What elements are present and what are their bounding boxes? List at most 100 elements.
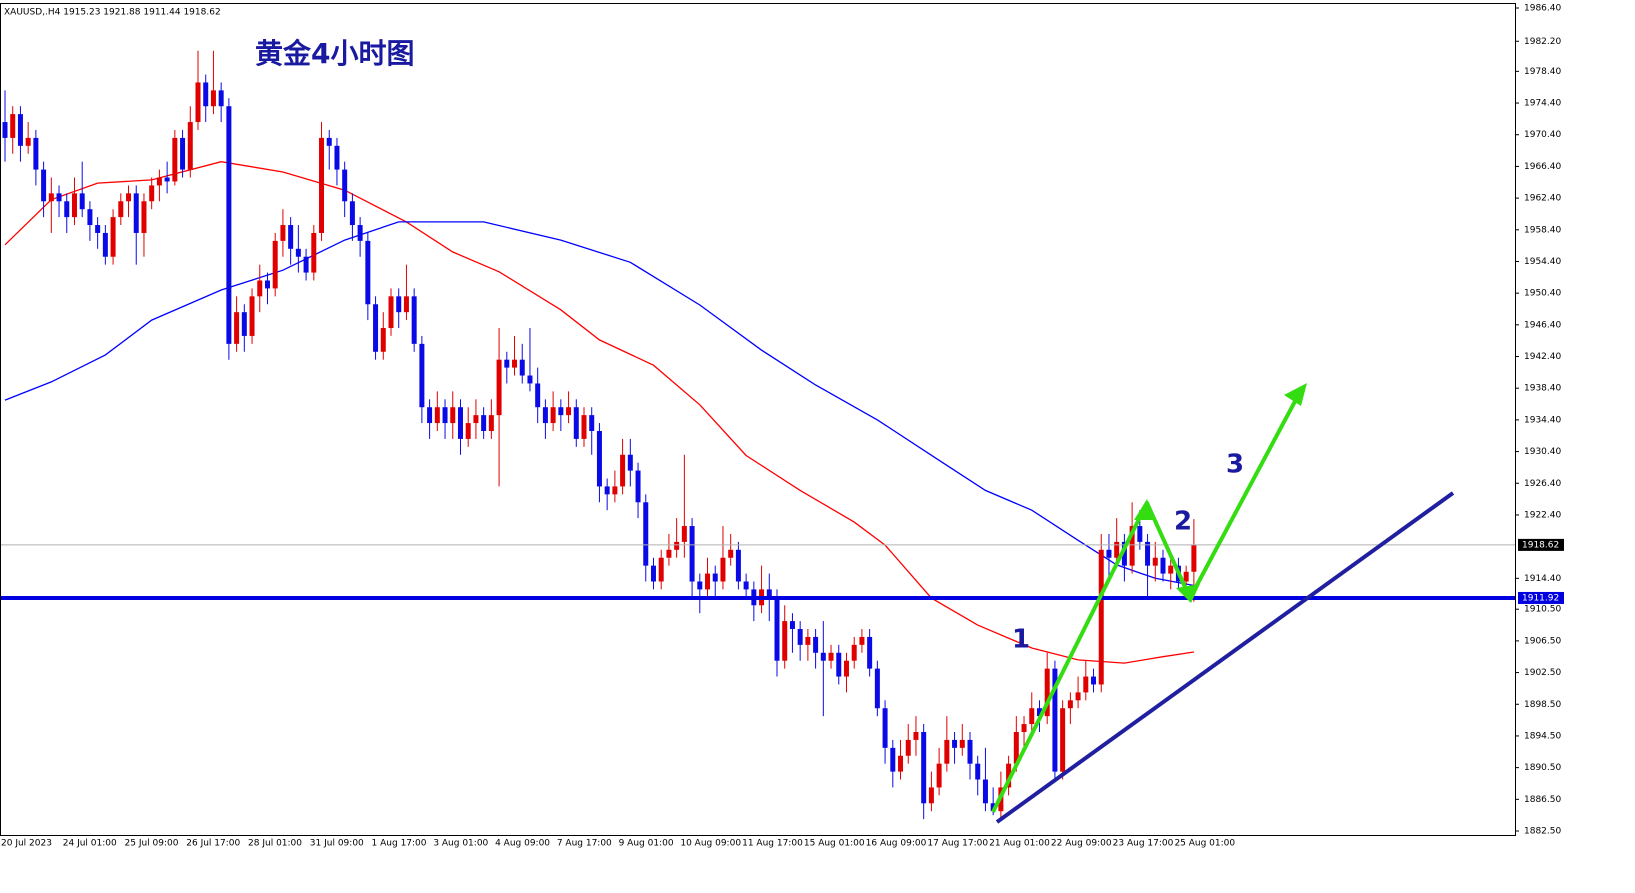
- candle-body: [573, 407, 579, 439]
- candle-body: [959, 739, 965, 748]
- candle-body: [488, 415, 494, 431]
- y-tick-label: 1930.40: [1524, 447, 1561, 457]
- candle-body: [928, 787, 934, 804]
- x-tick-label: 20 Jul 2023: [1, 839, 52, 849]
- candle-body: [288, 225, 294, 249]
- candle-body: [172, 137, 178, 182]
- candle-body: [218, 90, 224, 107]
- y-tick-label: 1966.40: [1524, 162, 1561, 172]
- plot-layer: [1, 50, 1515, 820]
- candle-body: [473, 415, 479, 424]
- candle-body: [403, 296, 409, 313]
- y-tick-label: 1982.20: [1524, 37, 1561, 47]
- candle-body: [10, 114, 16, 138]
- candle-body: [1029, 708, 1035, 725]
- y-tick-label: 1962.40: [1524, 194, 1561, 204]
- candle-body: [349, 201, 355, 226]
- candle-body: [87, 209, 93, 226]
- candle-body: [1083, 676, 1089, 693]
- candle-body: [1052, 668, 1058, 772]
- y-tick-label: 1882.50: [1524, 827, 1561, 837]
- candle-body: [789, 621, 795, 630]
- candle-body: [596, 430, 602, 487]
- candle-body: [728, 549, 734, 558]
- candle-body: [805, 636, 811, 645]
- candle-body: [1098, 549, 1104, 685]
- x-tick-label: 9 Aug 01:00: [619, 839, 674, 849]
- candle-body: [25, 137, 31, 146]
- candle-body: [249, 296, 255, 336]
- x-tick-label: 21 Aug 01:00: [989, 839, 1050, 849]
- candle-body: [334, 145, 340, 170]
- wave-label: 2: [1174, 507, 1192, 537]
- candle-body: [813, 636, 819, 653]
- candle-body: [1152, 557, 1158, 566]
- candle-body: [457, 407, 463, 439]
- y-tick-label: 1958.40: [1524, 225, 1561, 235]
- y-tick-label: 1914.40: [1524, 574, 1561, 584]
- price-label-box: [1518, 591, 1564, 604]
- y-tick-label: 1954.40: [1524, 257, 1561, 267]
- candle-body: [1075, 692, 1081, 701]
- candle-body: [643, 502, 649, 566]
- candle-body: [589, 415, 595, 431]
- candle-body: [280, 225, 286, 241]
- x-tick-label: 10 Aug 09:00: [680, 839, 741, 849]
- candle-body: [133, 193, 139, 233]
- candle-body: [481, 415, 487, 431]
- candle-body: [1168, 565, 1174, 574]
- candle-body: [820, 652, 826, 661]
- price-label: 1911.92: [1522, 593, 1559, 603]
- candle-body: [272, 240, 278, 289]
- candle-body: [504, 359, 510, 368]
- y-tick-label: 1942.40: [1524, 352, 1561, 362]
- candle-body: [859, 636, 865, 645]
- candle-body: [357, 225, 363, 241]
- candle-body: [264, 280, 270, 289]
- candle-body: [1145, 541, 1151, 566]
- candle-body: [898, 755, 904, 772]
- candle-body: [1114, 541, 1120, 558]
- y-tick-label: 1910.50: [1524, 605, 1561, 615]
- x-tick-label: 7 Aug 17:00: [557, 839, 612, 849]
- x-tick-label: 25 Aug 01:00: [1174, 839, 1235, 849]
- y-tick-label: 1938.40: [1524, 384, 1561, 394]
- x-tick-label: 16 Aug 09:00: [866, 839, 927, 849]
- candle-body: [1183, 571, 1189, 582]
- candle-body: [411, 296, 417, 344]
- candle-body: [427, 407, 433, 424]
- candle-body: [41, 169, 47, 202]
- candle-body: [1060, 708, 1066, 772]
- candle-body: [434, 407, 440, 424]
- candle-body: [56, 193, 62, 202]
- candle-body: [697, 581, 703, 590]
- y-tick-label: 1890.50: [1524, 763, 1561, 773]
- candle-body: [867, 636, 873, 669]
- candle-body: [234, 312, 240, 344]
- x-tick-label: 25 Jul 09:00: [125, 839, 179, 849]
- candle-body: [921, 731, 927, 804]
- candle-body: [365, 240, 371, 305]
- candle-body: [180, 137, 186, 170]
- candle-body: [843, 660, 849, 677]
- y-tick-label: 1886.50: [1524, 795, 1561, 805]
- chart-title: 黄金4小时图: [255, 37, 414, 70]
- x-tick-label: 4 Aug 09:00: [495, 839, 550, 849]
- candle-body: [550, 407, 556, 424]
- candle-body: [527, 375, 533, 384]
- candle-body: [627, 454, 633, 471]
- y-tick-label: 1986.40: [1524, 3, 1561, 13]
- x-tick-label: 22 Aug 09:00: [1051, 839, 1112, 849]
- chart-header: XAUUSD,.H4 1915.23 1921.88 1911.44 1918.…: [4, 8, 221, 18]
- x-tick-label: 17 Aug 17:00: [927, 839, 988, 849]
- candle-body: [380, 328, 386, 352]
- candle-body: [635, 470, 641, 503]
- candle-body: [419, 343, 425, 408]
- candle-body: [79, 193, 85, 210]
- candle-body: [1106, 549, 1112, 558]
- candle-body: [1044, 668, 1050, 717]
- candle-body: [1006, 763, 1012, 788]
- candle-body: [766, 589, 772, 598]
- candle-body: [110, 217, 116, 257]
